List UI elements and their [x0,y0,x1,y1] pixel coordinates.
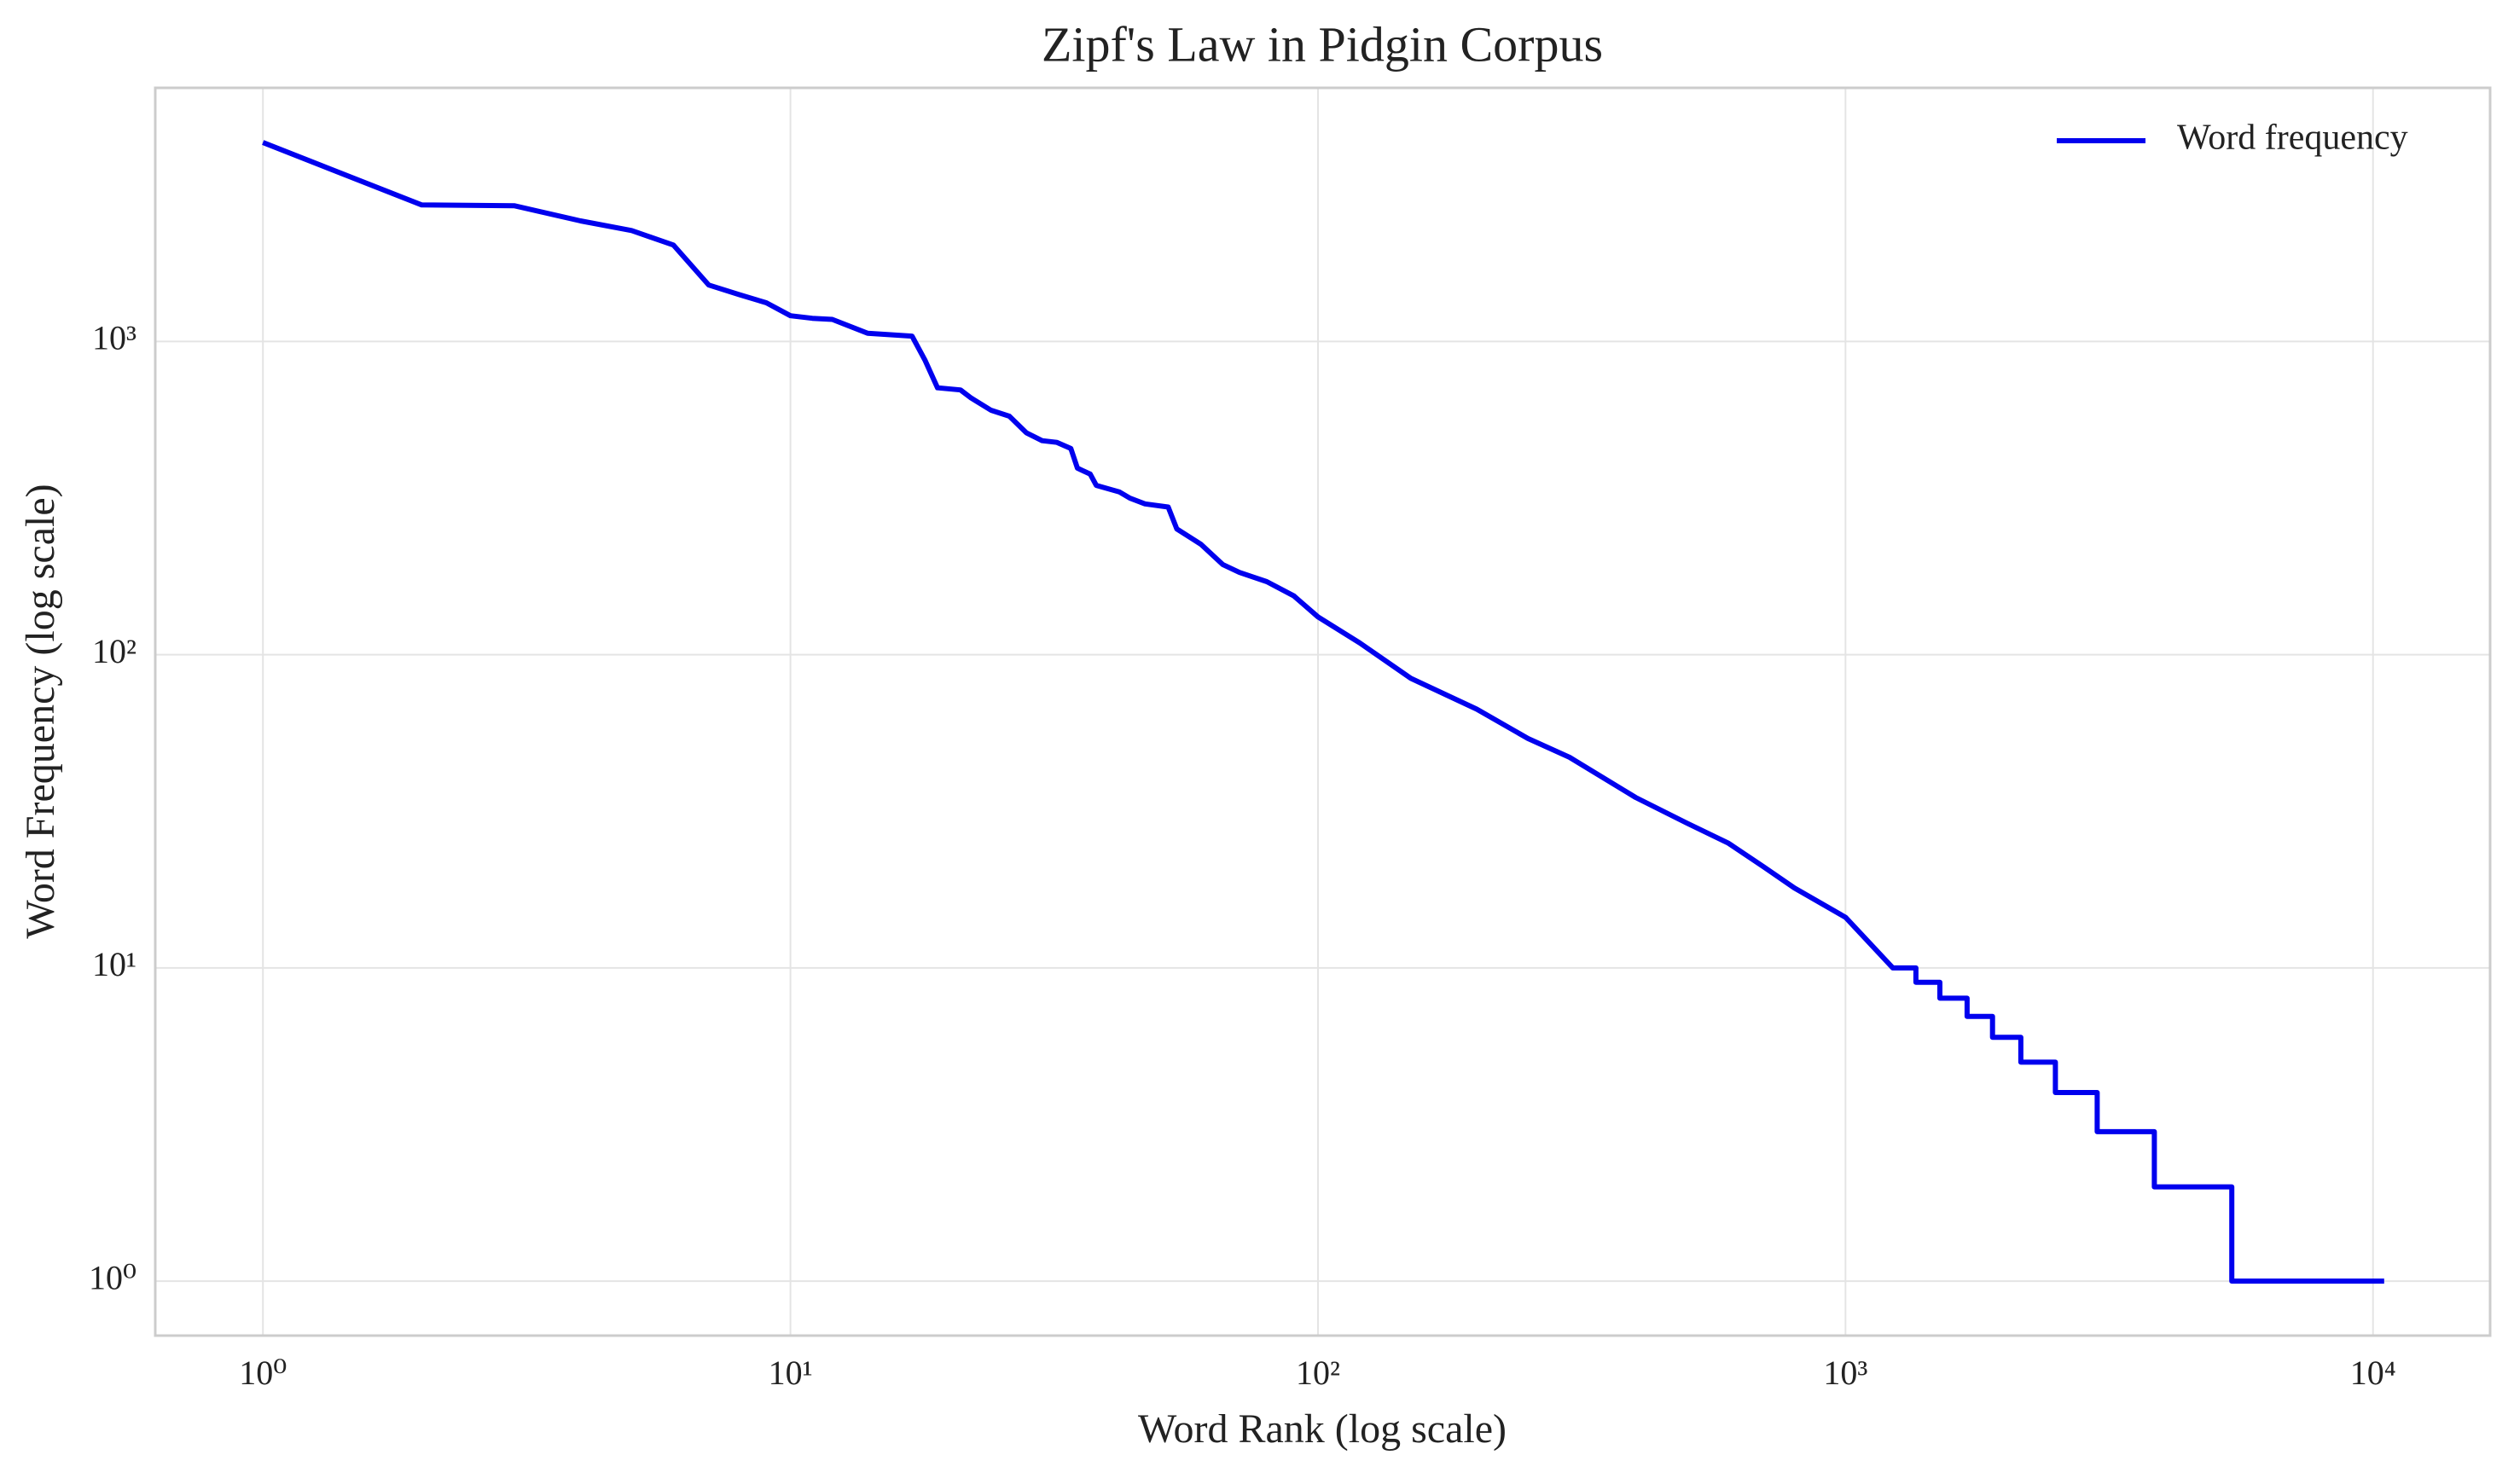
legend-label: Word frequency [2177,119,2408,158]
x-tick-label: 10⁴ [2350,1354,2396,1392]
line-series [262,140,2384,1284]
y-tick-label: 10⁰ [89,1258,136,1296]
x-tick-label: 10² [1296,1354,1340,1392]
chart-title: Zipf's Law in Pidgin Corpus [1042,16,1603,72]
y-tick-label: 10¹ [92,945,136,983]
plot-frame [154,86,2492,1337]
x-tick-label: 10¹ [769,1354,813,1392]
y-axis-label: Word Frequency (log scale) [18,484,63,938]
x-axis-label: Word Rank (log scale) [1138,1406,1507,1452]
x-tick-label: 10³ [1823,1354,1867,1392]
x-tick-label: 10⁰ [239,1354,287,1392]
y-tick-label: 10³ [92,318,136,357]
y-tick-label: 10² [92,632,136,670]
